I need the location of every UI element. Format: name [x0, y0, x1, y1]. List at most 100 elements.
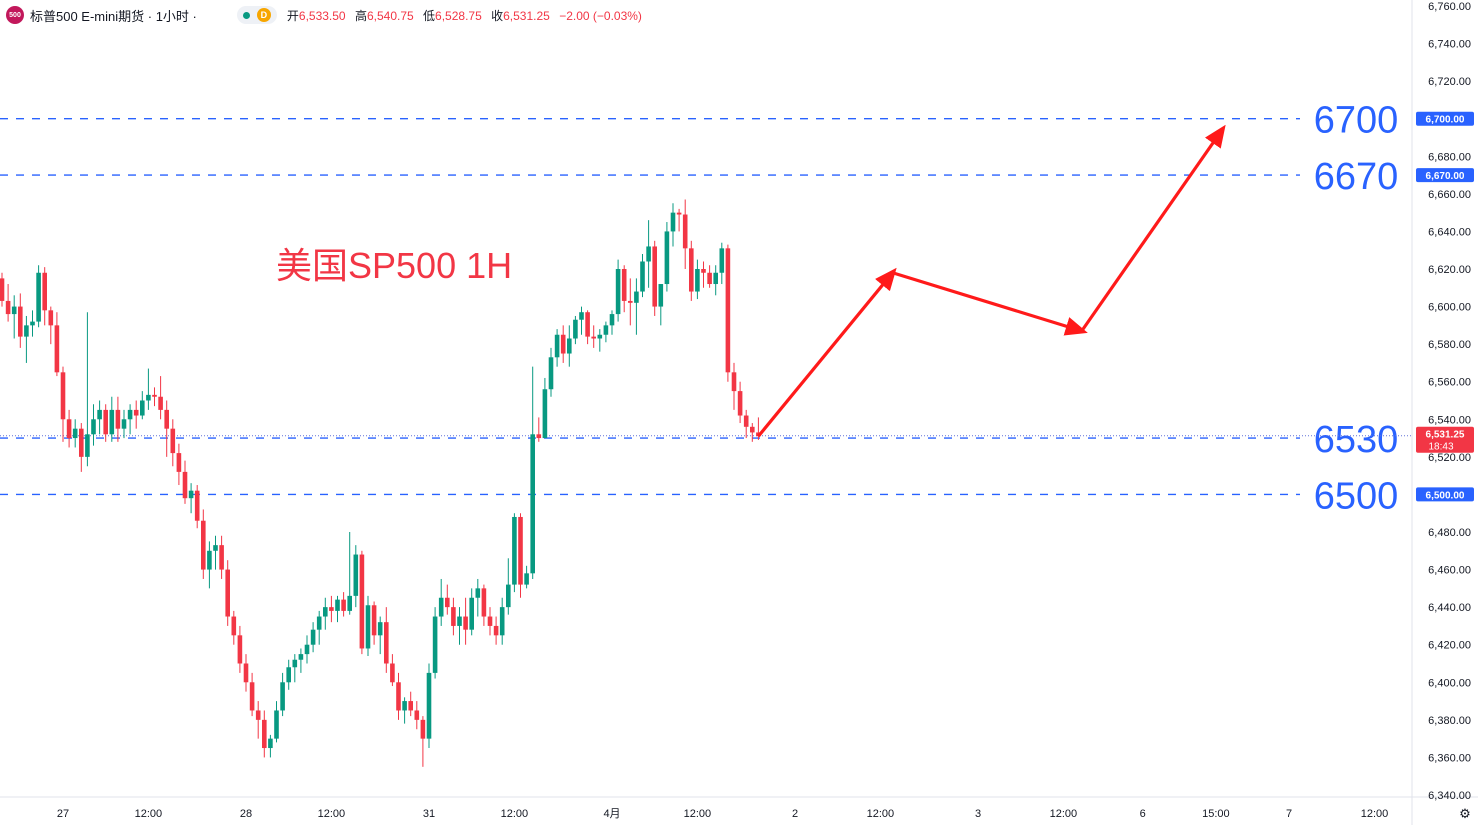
candle-body	[158, 396, 163, 410]
candle-body	[438, 597, 444, 617]
level-price-tag	[1416, 168, 1474, 183]
candle-body	[567, 338, 572, 354]
projection-arrow	[757, 267, 897, 438]
candle-body	[390, 663, 395, 683]
level-label: 6700	[1314, 100, 1399, 142]
candle-body	[652, 246, 657, 307]
open-label: 开	[286, 8, 299, 23]
candle-body	[396, 682, 401, 711]
x-tick-label: 31	[423, 808, 435, 820]
level-label: 6670	[1314, 156, 1399, 198]
candle-body	[42, 272, 47, 311]
candle-body	[640, 261, 645, 292]
x-tick-label: 7	[1286, 808, 1292, 820]
candle-body	[615, 269, 621, 315]
symbol-logo-icon[interactable]: 500	[6, 6, 24, 24]
candle-body	[146, 394, 151, 401]
candle-body	[585, 312, 590, 337]
settings-gear-icon[interactable]: ⚙	[1459, 806, 1471, 821]
y-tick-label: 6,440.00	[1428, 602, 1471, 614]
candle-body	[536, 434, 542, 439]
candle-body	[298, 654, 304, 660]
candle-body	[524, 573, 529, 585]
current-price-value: 6,531.25	[1426, 430, 1465, 441]
candle-body	[268, 738, 273, 749]
y-tick-label: 6,480.00	[1428, 527, 1471, 539]
candle-body	[432, 616, 438, 673]
candle-body	[707, 272, 712, 285]
high-label: 高	[354, 8, 367, 23]
candle-body	[719, 248, 725, 273]
candle-body	[670, 212, 676, 232]
candle-body	[750, 426, 755, 433]
candle-body	[329, 607, 334, 611]
candle-body	[194, 490, 200, 521]
x-tick-label: 2	[792, 808, 798, 820]
candle-body	[176, 453, 182, 472]
candle-body	[201, 520, 206, 570]
y-tick-label: 6,640.00	[1428, 226, 1471, 238]
candle-body	[695, 269, 700, 292]
candle-body	[152, 394, 157, 397]
candle-body	[676, 212, 682, 215]
candle-body	[743, 415, 749, 427]
candle-body	[292, 659, 298, 668]
candle-body	[0, 278, 5, 301]
y-tick-label: 6,560.00	[1428, 377, 1471, 389]
candle-body	[365, 605, 371, 649]
level-label: 6500	[1314, 475, 1399, 517]
candle-body	[664, 231, 670, 285]
candle-body	[66, 419, 72, 439]
y-tick-label: 6,760.00	[1428, 1, 1471, 13]
candle-body	[420, 719, 426, 739]
candle-body	[628, 300, 633, 303]
projection-arrow	[1080, 124, 1226, 332]
y-tick-label: 6,620.00	[1428, 264, 1471, 276]
candle-body	[48, 310, 54, 326]
candle-body	[579, 312, 584, 320]
candle-body	[140, 400, 145, 416]
candle-body	[713, 272, 718, 285]
candle-body	[597, 334, 603, 339]
y-tick-label: 6,680.00	[1428, 151, 1471, 163]
candle-body	[603, 325, 609, 335]
candle-body	[316, 616, 322, 630]
candle-body	[560, 334, 566, 354]
candle-body	[701, 269, 706, 273]
candle-body	[512, 516, 517, 585]
candle-body	[255, 710, 261, 720]
candle-body	[60, 372, 66, 420]
candle-body	[237, 635, 243, 664]
candle-body	[377, 622, 383, 636]
candle-body	[451, 607, 456, 626]
candle-body	[518, 516, 523, 585]
candle-body	[91, 419, 96, 435]
x-tick-label: 28	[240, 808, 252, 820]
market-status[interactable]: D	[236, 6, 277, 24]
candle-body	[384, 622, 389, 664]
candle-body	[262, 719, 267, 749]
candle-body	[85, 434, 90, 457]
y-tick-label: 6,360.00	[1428, 752, 1471, 764]
candle-body	[554, 334, 560, 358]
candle-body	[621, 269, 627, 301]
candle-body	[72, 428, 78, 439]
candle-body	[207, 550, 212, 570]
candle-body	[127, 409, 133, 420]
y-tick-label: 6,540.00	[1428, 414, 1471, 426]
x-tick-label: 12:00	[1050, 808, 1078, 820]
candle-body	[164, 409, 169, 429]
x-tick-label: 6	[1140, 808, 1146, 820]
y-tick-label: 6,720.00	[1428, 76, 1471, 88]
candle-body	[609, 314, 615, 326]
level-price-tag-text: 6,500.00	[1426, 490, 1465, 501]
symbol-title[interactable]: 标普500 E-mini期货 · 1小时 ·	[30, 8, 197, 24]
candle-body	[725, 248, 731, 373]
candle-body	[79, 428, 84, 457]
candle-body	[11, 306, 17, 315]
candle-body	[414, 710, 420, 720]
candle-body	[359, 554, 365, 649]
candle-body	[188, 490, 194, 499]
candle-body	[286, 667, 291, 683]
